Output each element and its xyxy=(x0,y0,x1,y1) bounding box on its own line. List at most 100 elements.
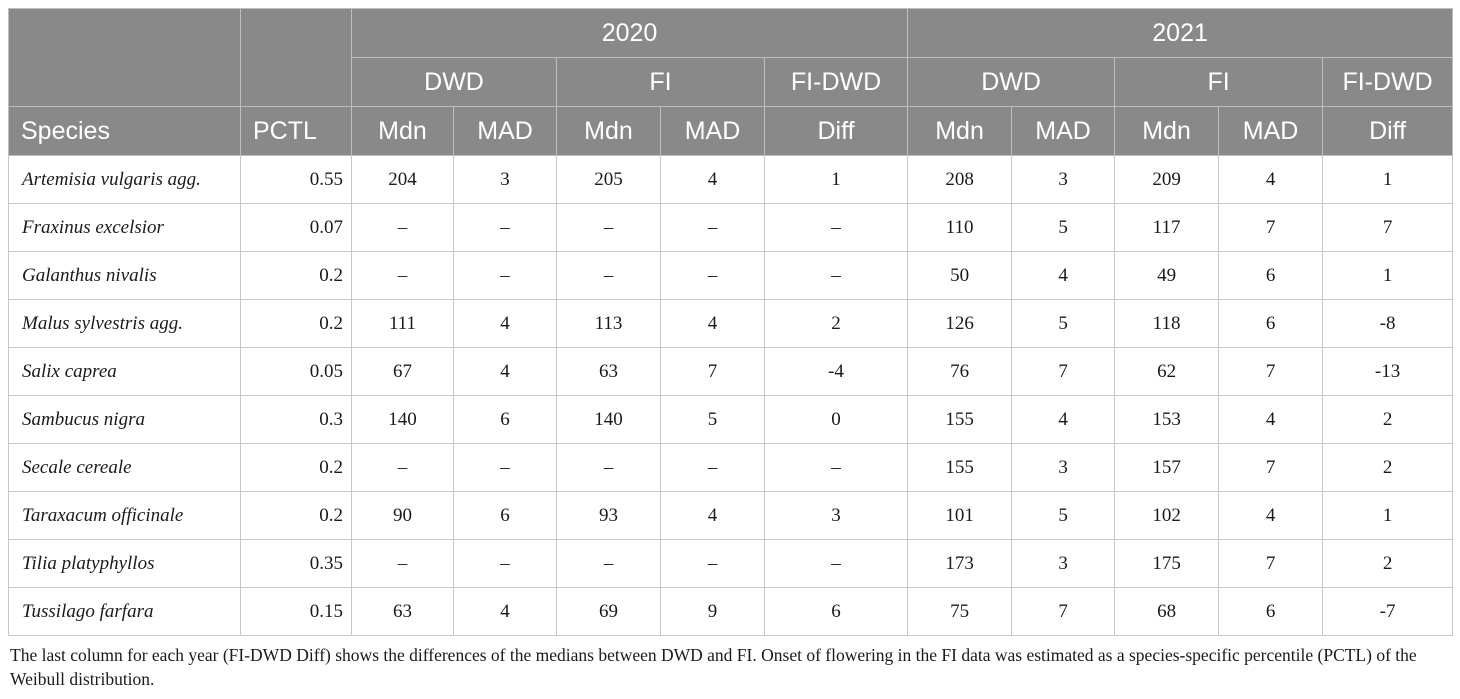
header-subcol: MAD xyxy=(1011,106,1116,156)
species-cell: Tussilago farfara xyxy=(8,587,241,636)
value-cell: 63 xyxy=(556,347,661,396)
header-group-fi-2020: FI xyxy=(556,57,765,107)
value-cell: 5 xyxy=(1011,203,1116,252)
value-cell: 68 xyxy=(1114,587,1220,636)
value-cell: 7 xyxy=(1322,203,1454,252)
table-row: Malus sylvestris agg. 0.2 111 4 113 4 2 126 5 118… xyxy=(8,299,1454,348)
header-subcol: MAD xyxy=(1218,106,1324,156)
pctl-cell: 0.2 xyxy=(240,491,352,540)
species-cell: Taraxacum officinale xyxy=(8,491,241,540)
value-cell: 5 xyxy=(660,395,765,444)
value-cell: – xyxy=(453,443,557,492)
value-cell: 0 xyxy=(763,395,909,444)
value-cell: 126 xyxy=(907,299,1013,348)
value-cell: 9 xyxy=(660,587,765,636)
value-cell: 4 xyxy=(1011,395,1116,444)
value-cell: 6 xyxy=(1218,299,1324,348)
table-row: Taraxacum officinale 0.2 90 6 93 4 3 101 5 102 4 1 xyxy=(8,491,1454,540)
value-cell: 153 xyxy=(1114,395,1220,444)
value-cell: 5 xyxy=(1011,491,1116,540)
value-cell: 4 xyxy=(660,491,765,540)
table-row: Salix caprea 0.05 67 4 63 7 -4 76 7 62 7 -13 xyxy=(8,347,1454,396)
value-cell: 175 xyxy=(1114,539,1220,588)
header-row-years: 2020 2021 xyxy=(8,8,1454,107)
table-container: 2020 2021 DWD FI FI-DWD DWD FI FI-DWD Sp… xyxy=(8,8,1454,691)
pctl-cell: 0.35 xyxy=(240,539,352,588)
value-cell: 4 xyxy=(1218,155,1324,204)
pctl-cell: 0.15 xyxy=(240,587,352,636)
value-cell: 111 xyxy=(351,299,454,348)
value-cell: 1 xyxy=(763,155,909,204)
value-cell: 6 xyxy=(1218,251,1324,300)
value-cell: 4 xyxy=(1011,251,1116,300)
value-cell: – xyxy=(556,443,661,492)
value-cell: 63 xyxy=(351,587,454,636)
header-group-fidwd-2021: FI-DWD xyxy=(1322,57,1454,107)
value-cell: 117 xyxy=(1114,203,1220,252)
value-cell: – xyxy=(453,251,557,300)
value-cell: – xyxy=(660,203,765,252)
species-cell: Malus sylvestris agg. xyxy=(8,299,241,348)
table-row: Tilia platyphyllos 0.35– – – – –173 3 175 7 2 xyxy=(8,539,1454,588)
value-cell: 6 xyxy=(763,587,909,636)
value-cell: 6 xyxy=(1218,587,1324,636)
value-cell: -4 xyxy=(763,347,909,396)
table-row: Tussilago farfara 0.15 63 4 69 9 6 75 7 68 6 -7 xyxy=(8,587,1454,636)
value-cell: 62 xyxy=(1114,347,1220,396)
value-cell: 7 xyxy=(1011,347,1116,396)
value-cell: – xyxy=(660,539,765,588)
value-cell: – xyxy=(763,539,909,588)
value-cell: 5 xyxy=(1011,299,1116,348)
species-cell: Tilia platyphyllos xyxy=(8,539,241,588)
header-group-fi-2021: FI xyxy=(1114,57,1324,107)
header-year-2021: 2021 xyxy=(907,8,1454,58)
value-cell: 4 xyxy=(660,299,765,348)
table-row: Galanthus nivalis 0.2– – – – –50 4 49 6 1 xyxy=(8,251,1454,300)
header-subcol: Mdn xyxy=(907,106,1013,156)
header-group-dwd-2020: DWD xyxy=(351,57,557,107)
value-cell: 118 xyxy=(1114,299,1220,348)
table-row: Artemisia vulgaris agg. 0.55 204 3 205 4 1 208 3… xyxy=(8,155,1454,204)
value-cell: – xyxy=(351,539,454,588)
value-cell: 155 xyxy=(907,443,1013,492)
header-group-dwd-2021: DWD xyxy=(907,57,1116,107)
data-table: 2020 2021 DWD FI FI-DWD DWD FI FI-DWD Sp… xyxy=(8,8,1454,636)
value-cell: 6 xyxy=(453,395,557,444)
value-cell: – xyxy=(763,203,909,252)
pctl-cell: 0.07 xyxy=(240,203,352,252)
value-cell: 4 xyxy=(453,347,557,396)
value-cell: 3 xyxy=(763,491,909,540)
header-pctl: PCTL xyxy=(240,106,352,156)
value-cell: – xyxy=(763,251,909,300)
value-cell: 140 xyxy=(351,395,454,444)
table-row: Secale cereale 0.2– – – – –155 3 157 7 2 xyxy=(8,443,1454,492)
value-cell: – xyxy=(556,539,661,588)
value-cell: 1 xyxy=(1322,251,1454,300)
header-blank-pctl xyxy=(240,8,352,107)
value-cell: 3 xyxy=(1011,539,1116,588)
value-cell: 4 xyxy=(1218,395,1324,444)
pctl-cell: 0.2 xyxy=(240,443,352,492)
species-cell: Secale cereale xyxy=(8,443,241,492)
value-cell: -13 xyxy=(1322,347,1454,396)
value-cell: 101 xyxy=(907,491,1013,540)
value-cell: 208 xyxy=(907,155,1013,204)
value-cell: 4 xyxy=(660,155,765,204)
header-subcol: Mdn xyxy=(556,106,661,156)
value-cell: – xyxy=(351,203,454,252)
value-cell: 102 xyxy=(1114,491,1220,540)
value-cell: 1 xyxy=(1322,491,1454,540)
value-cell: 69 xyxy=(556,587,661,636)
value-cell: 3 xyxy=(1011,155,1116,204)
value-cell: -7 xyxy=(1322,587,1454,636)
value-cell: 3 xyxy=(453,155,557,204)
value-cell: – xyxy=(763,443,909,492)
header-subcol: MAD xyxy=(453,106,557,156)
value-cell: 173 xyxy=(907,539,1013,588)
value-cell: 113 xyxy=(556,299,661,348)
value-cell: – xyxy=(556,203,661,252)
pctl-cell: 0.2 xyxy=(240,251,352,300)
value-cell: – xyxy=(660,251,765,300)
header-species: Species xyxy=(8,106,241,156)
pctl-cell: 0.55 xyxy=(240,155,352,204)
